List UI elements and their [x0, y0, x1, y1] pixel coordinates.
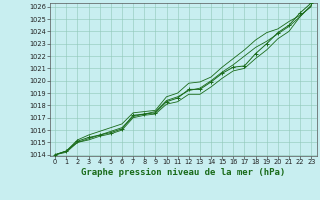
X-axis label: Graphe pression niveau de la mer (hPa): Graphe pression niveau de la mer (hPa)	[81, 168, 285, 177]
